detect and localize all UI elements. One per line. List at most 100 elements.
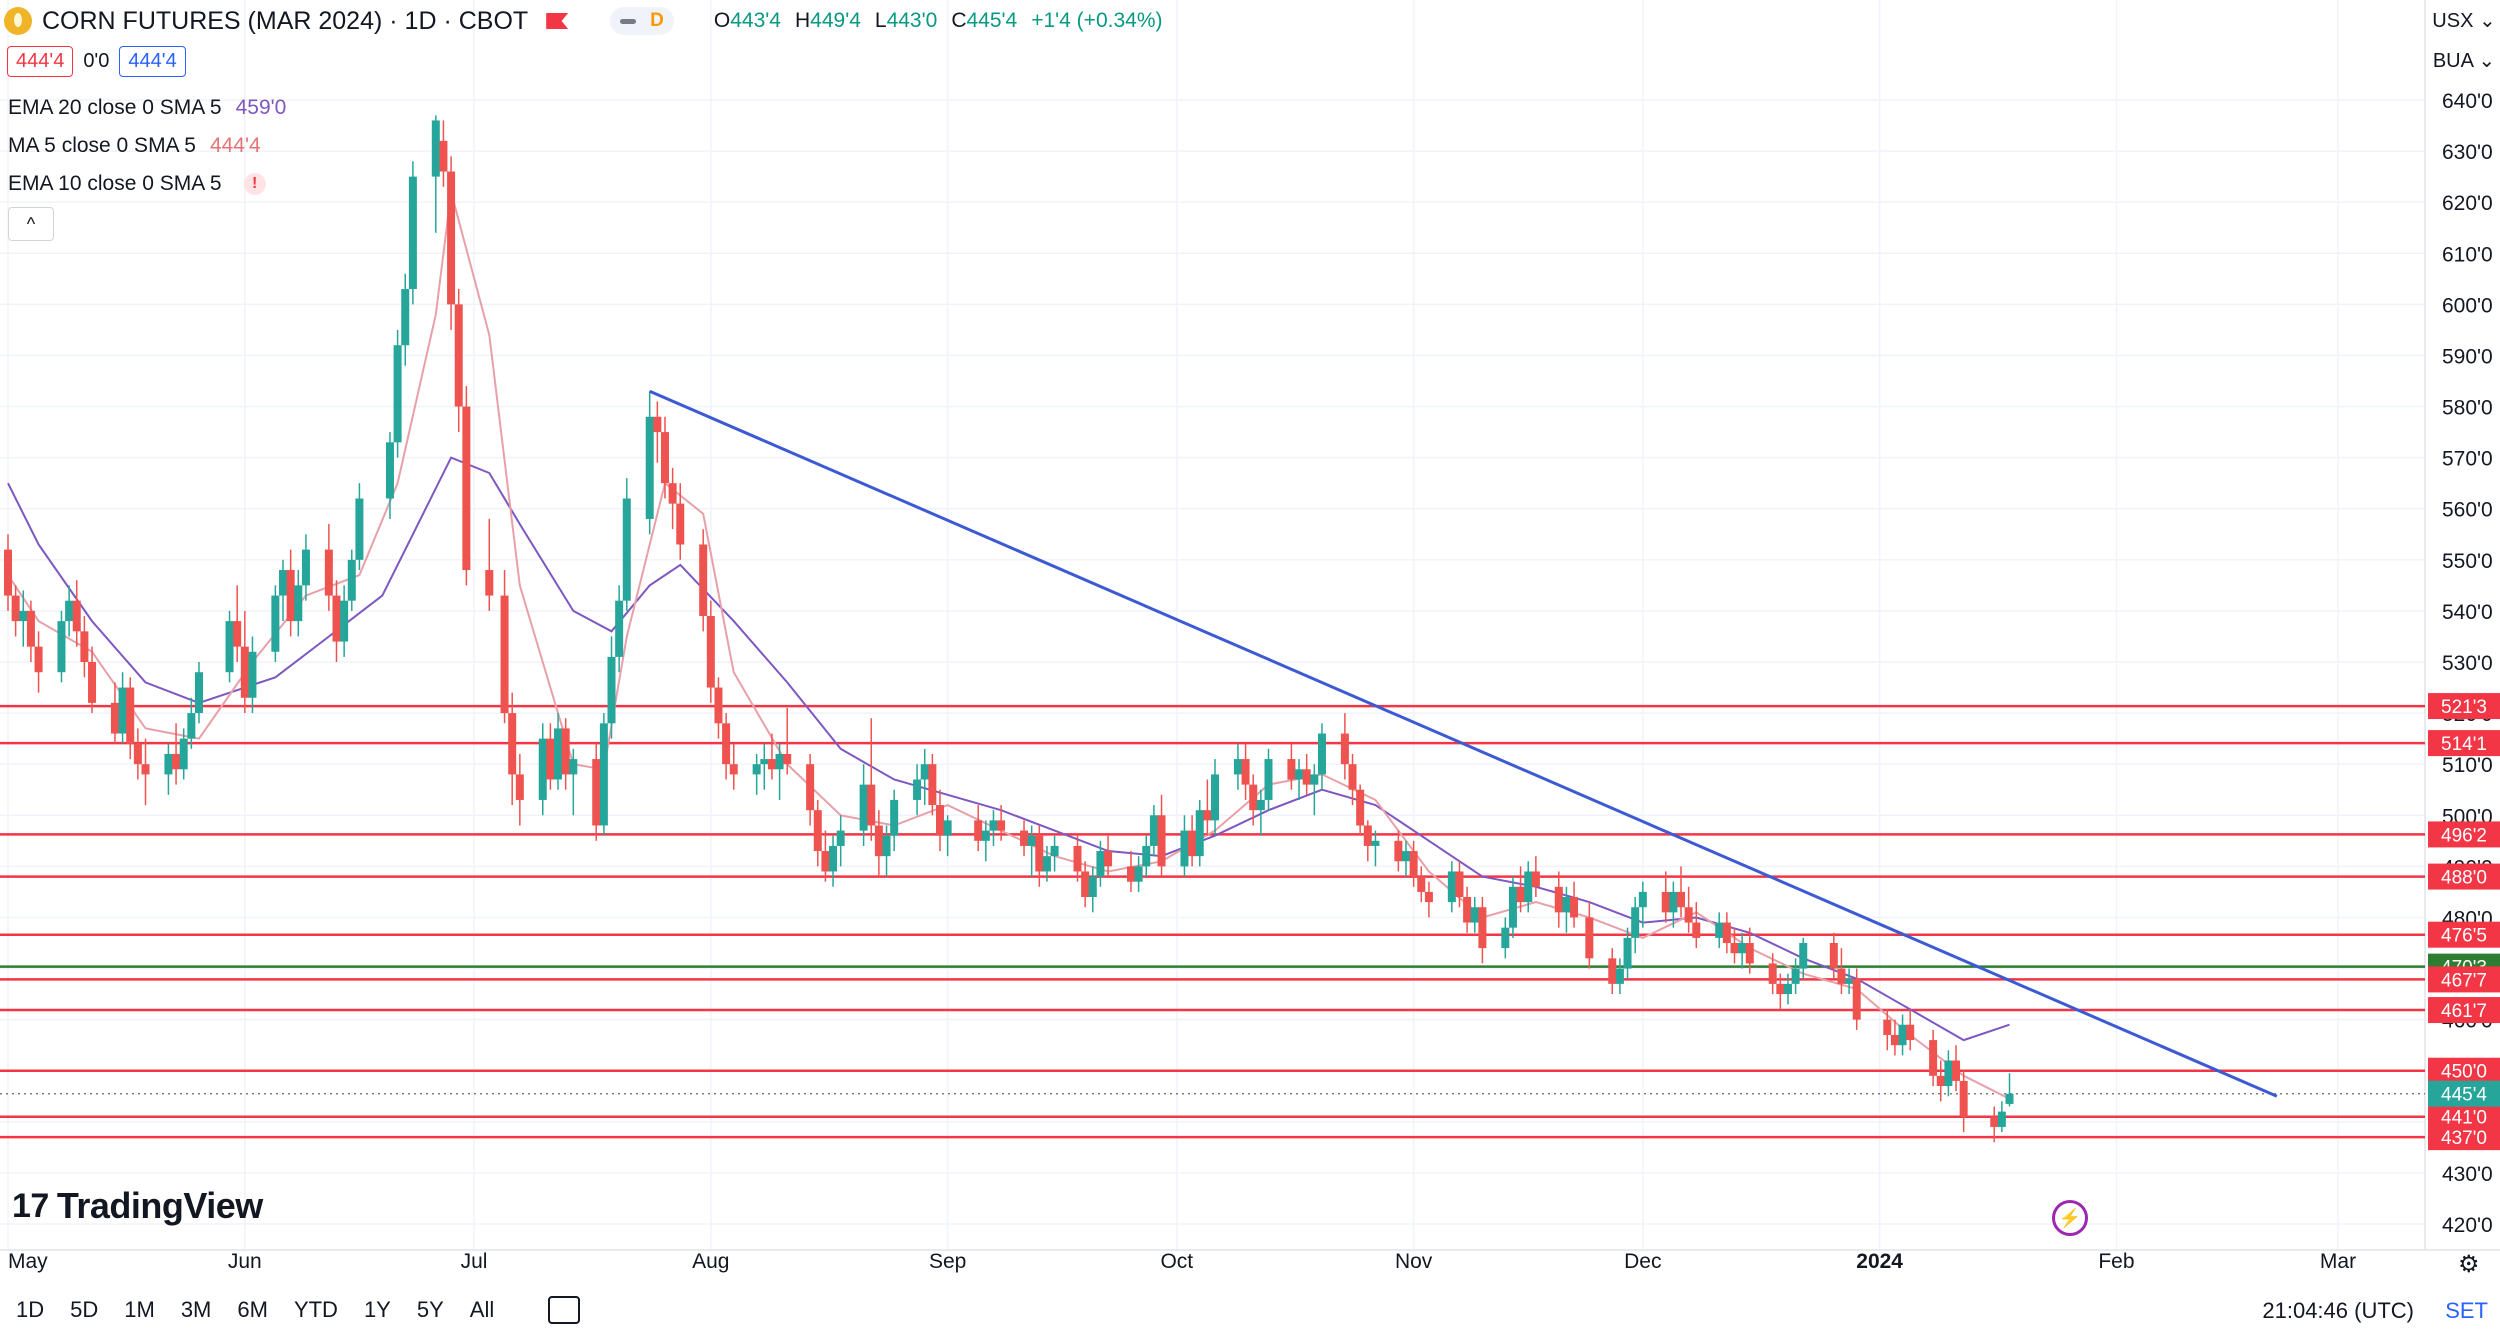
candle-body [324,549,333,596]
candle-body [1394,840,1403,862]
clock[interactable]: 21:04:46 (UTC) [2262,1298,2414,1323]
price-tick-label: 530'0 [2442,652,2493,675]
candle-body [1715,922,1724,938]
range-all[interactable]: All [469,1296,495,1322]
flag-icon[interactable] [546,13,569,29]
candle-body [1470,907,1479,923]
range-1y[interactable]: 1Y [363,1296,391,1322]
candle-body [1264,759,1273,800]
gear-icon[interactable]: ⚙ [2458,1251,2480,1278]
candle-body [1463,897,1472,923]
candle-body [1936,1075,1945,1087]
candle-body [592,759,601,826]
warning-icon[interactable]: ! [243,173,266,195]
market-status-pill[interactable]: D [610,7,674,35]
candle-body [607,656,616,724]
candle-body [1042,856,1051,872]
candle-body [57,621,66,673]
candle-body [1211,774,1220,821]
buy-button[interactable]: 444'4 [119,46,186,77]
candle-body [286,570,295,622]
candle-body [187,713,196,739]
candle-body [1837,968,1846,984]
range-6m[interactable]: 6M [237,1296,268,1322]
candle-body [767,759,776,770]
price-level-label: 521'3 [2441,697,2487,718]
candle-body [401,289,410,346]
sell-button[interactable]: 444'4 [7,46,74,77]
range-5d[interactable]: 5D [70,1296,99,1322]
price-level-tag [2428,730,2500,757]
price-tick-label: 570'0 [2442,448,2493,471]
candle-body [920,764,929,780]
candle-body [1249,784,1258,811]
candle-body [1852,978,1861,1020]
lightning-icon[interactable]: ⚡ [2052,1200,2088,1236]
candle-body [1638,891,1647,908]
candle-body [714,687,723,724]
candle-body [447,171,456,305]
candle-body [1371,840,1380,846]
price-tick-label: 630'0 [2442,141,2493,164]
candle-body [1073,845,1082,872]
range-3m[interactable]: 3M [180,1296,212,1322]
candle-body [72,600,81,632]
range-1m[interactable]: 1M [124,1296,155,1322]
candle-body [271,595,280,652]
candle-body [301,549,310,586]
candle-body [1424,891,1433,903]
candle-body [1929,1040,1938,1076]
candle-body [1524,871,1533,903]
range-1d[interactable]: 1D [16,1296,45,1322]
price-level-label: 467'7 [2441,970,2487,991]
candle-body [660,432,669,484]
candle-body [225,621,234,673]
tradingview-mark-icon: 17 [12,1186,49,1225]
indicator-ma5[interactable]: MA 5 close 0 SMA 5 444'4 [8,134,261,158]
range-5y[interactable]: 5Y [416,1296,444,1322]
currency-select[interactable]: USX ⌄ [2432,2,2496,38]
collapse-indicators-button[interactable]: ^ [8,207,54,241]
candle-body [1738,943,1747,954]
candle-body [34,646,43,673]
time-tick-label: May [8,1250,48,1273]
candle-body [1990,1116,1999,1127]
candle-body [500,595,509,714]
symbol-header[interactable]: CORN FUTURES (MAR 2024) · 1D · CBOT D O4… [4,4,1162,38]
candle-body [1997,1111,2006,1127]
session-button[interactable]: SET [2445,1298,2488,1323]
candle-body [1722,922,1731,943]
candle-body [1623,937,1632,969]
unit-select[interactable]: BUA ⌄ [2432,42,2496,78]
candle-body [11,595,20,622]
candle-body [569,759,578,775]
ohlc-readout: O443'4 H449'4 L443'0 C445'4 +1'4 (+0.34%… [714,9,1163,33]
candle-body [240,646,249,698]
candle-body [561,728,570,775]
indicator-label: MA 5 close 0 SMA 5 [8,134,196,157]
candle-body [347,559,356,601]
goto-date-icon[interactable] [548,1295,581,1324]
range-ytd[interactable]: YTD [293,1296,338,1322]
close-label: C [951,9,967,32]
spread-value: 0'0 [83,50,110,72]
candle-body [622,498,631,601]
candle-body [1608,958,1617,984]
indicator-ema10[interactable]: EMA 10 close 0 SMA 5 ! [8,172,266,196]
logo-text: TradingView [56,1185,263,1226]
candle-body [1692,922,1701,938]
price-level-tag [2428,1080,2500,1107]
candle-body [1562,897,1571,913]
candle-body [508,713,517,775]
candle-body [1134,866,1143,882]
candle-body [164,753,173,775]
tradingview-logo[interactable]: 17 TradingView [12,1185,263,1227]
candle-body [806,764,815,811]
time-tick-label: Nov [1395,1250,1433,1273]
candle-body [19,610,28,622]
grid [0,0,2425,1250]
price-level-tag [2428,693,2500,720]
price-level-label: 445'4 [2441,1085,2487,1106]
indicator-ema20[interactable]: EMA 20 close 0 SMA 5 459'0 [8,96,286,120]
